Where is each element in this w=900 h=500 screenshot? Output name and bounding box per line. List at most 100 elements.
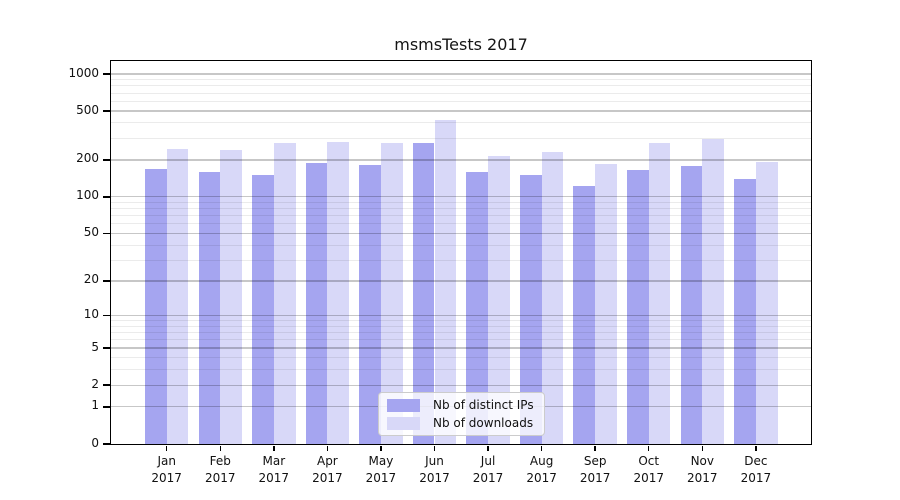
- y-tick-100: [103, 196, 111, 198]
- gridline-minor-4: [111, 357, 811, 359]
- y-tick-1000: [103, 73, 111, 75]
- year-label: 2017: [365, 470, 397, 485]
- bar-ips-jun: [412, 142, 435, 444]
- x-tick-may: [380, 445, 382, 451]
- gridline-minor-800: [111, 85, 811, 87]
- y-tick-10: [103, 314, 111, 317]
- year-label: 2017: [472, 470, 504, 485]
- month-label: Mar: [262, 454, 286, 468]
- bar-ips-aug: [519, 174, 542, 444]
- chart-title: msmsTests 2017: [394, 35, 528, 54]
- x-tick-mar: [273, 445, 275, 451]
- gridline-5: [111, 347, 811, 349]
- y-tick-label-200: 200: [76, 151, 99, 166]
- legend-swatch-downloads: [387, 416, 420, 430]
- gridline-200: [111, 159, 811, 161]
- x-tick-label-dec: Dec 2017: [724, 453, 788, 486]
- gridline-10: [111, 314, 811, 317]
- x-tick-label-jul: Jul 2017: [456, 453, 520, 486]
- gridline-100: [111, 196, 811, 198]
- gridline-500: [111, 110, 811, 112]
- x-tick-oct: [647, 445, 650, 451]
- gridline-minor-3: [111, 369, 811, 371]
- x-tick-label-jan: Jan 2017: [135, 453, 199, 486]
- bar-downloads-nov: [702, 138, 724, 444]
- y-tick-label-10: 10: [83, 307, 99, 322]
- year-label: 2017: [151, 470, 182, 485]
- gridline-minor-90: [111, 201, 811, 203]
- year-label: 2017: [633, 470, 664, 485]
- bar-downloads-jul: [488, 155, 510, 444]
- gridline-minor-30: [111, 259, 811, 261]
- bar-ips-apr: [305, 162, 328, 444]
- month-label: Jun: [425, 454, 444, 468]
- gridline-minor-400: [111, 122, 811, 124]
- year-label: 2017: [579, 470, 611, 485]
- legend: Nb of distinct IPs Nb of downloads: [378, 392, 545, 436]
- legend-swatch-ips: [387, 398, 420, 412]
- x-tick-label-aug: Aug 2017: [510, 453, 574, 486]
- gridline-minor-7: [111, 332, 811, 334]
- gridline-minor-9: [111, 320, 811, 322]
- x-tick-aug: [540, 445, 543, 451]
- y-tick-50: [103, 232, 111, 235]
- month-label: Jul: [480, 454, 496, 468]
- month-label: May: [368, 454, 394, 468]
- legend-label-downloads: Nb of downloads: [433, 416, 534, 430]
- bar-downloads-dec: [755, 162, 778, 444]
- y-tick-200: [103, 159, 111, 161]
- bar-ips-sep: [573, 185, 596, 444]
- x-tick-jul: [487, 445, 489, 451]
- month-label: Apr: [316, 454, 338, 468]
- gridline-minor-8: [111, 325, 811, 327]
- x-tick-label-apr: Apr 2017: [295, 453, 359, 486]
- bar-ips-dec: [734, 178, 756, 444]
- year-label: 2017: [740, 470, 772, 485]
- bar-downloads-apr: [327, 142, 350, 444]
- bar-downloads-jan: [166, 148, 189, 444]
- year-label: 2017: [687, 470, 718, 485]
- bar-downloads-aug: [541, 151, 564, 444]
- x-tick-label-oct: Oct 2017: [617, 453, 681, 486]
- y-tick-5: [103, 347, 111, 349]
- legend-item-downloads: Nb of downloads: [387, 416, 534, 430]
- y-tick-1: [103, 406, 111, 408]
- y-tick-label-50: 50: [83, 224, 99, 239]
- bar-downloads-jun: [434, 120, 457, 444]
- bar-downloads-may: [380, 143, 403, 444]
- x-tick-dec: [755, 445, 757, 451]
- month-label: Feb: [209, 454, 231, 468]
- bar-downloads-oct: [648, 142, 671, 444]
- month-label: Sep: [583, 454, 607, 468]
- year-label: 2017: [312, 470, 343, 485]
- gridline-minor-40: [111, 244, 811, 246]
- y-tick-label-2: 2: [91, 376, 99, 391]
- x-tick-label-feb: Feb 2017: [188, 453, 252, 486]
- gridline-minor-600: [111, 100, 811, 102]
- bar-ips-feb: [198, 171, 221, 444]
- gridline-minor-900: [111, 79, 811, 81]
- gridline-50: [111, 232, 811, 235]
- x-tick-apr: [326, 445, 329, 451]
- y-tick-20: [103, 280, 111, 282]
- y-tick-500: [103, 110, 111, 112]
- bar-downloads-mar: [273, 142, 296, 444]
- bar-downloads-sep: [595, 164, 617, 444]
- y-tick-0: [103, 443, 111, 445]
- month-label: Nov: [690, 454, 714, 468]
- year-label: 2017: [258, 470, 290, 485]
- y-tick-label-500: 500: [76, 102, 99, 117]
- y-tick-label-0: 0: [91, 435, 99, 450]
- y-tick-label-5: 5: [91, 339, 99, 354]
- x-tick-nov: [701, 445, 704, 451]
- bar-downloads-feb: [220, 150, 242, 444]
- x-tick-jun: [433, 445, 436, 451]
- month-label: Jan: [157, 454, 176, 468]
- month-label: Dec: [744, 454, 768, 468]
- bar-ips-nov: [680, 165, 703, 444]
- year-label: 2017: [526, 470, 557, 485]
- legend-label-ips: Nb of distinct IPs: [433, 398, 534, 412]
- bar-ips-oct: [627, 169, 649, 444]
- bar-ips-may: [359, 165, 381, 444]
